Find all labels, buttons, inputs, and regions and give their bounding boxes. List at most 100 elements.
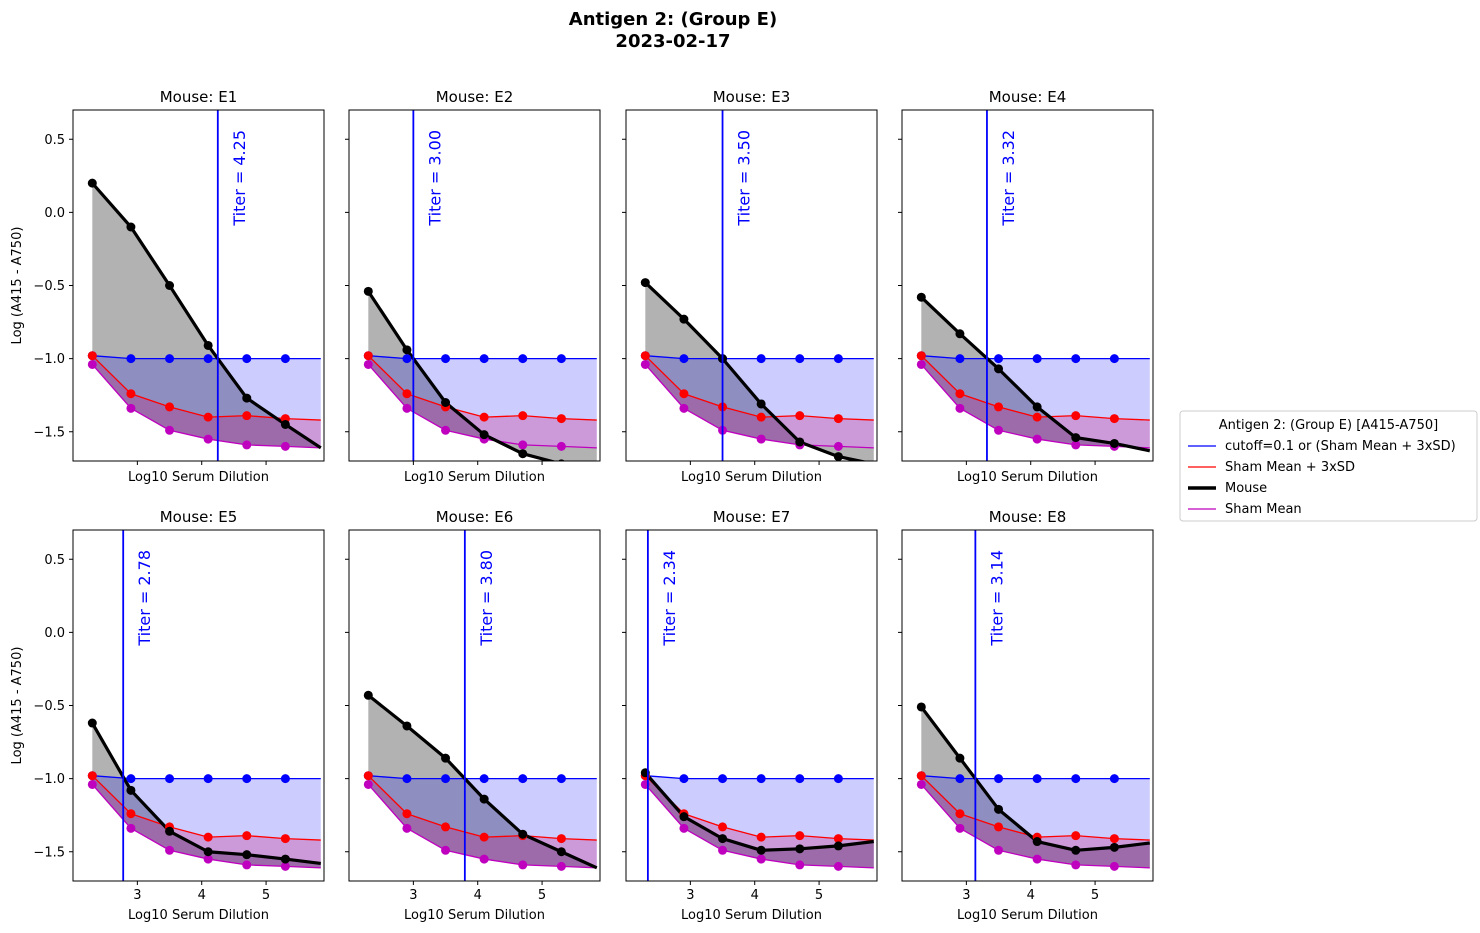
mouse-point	[363, 690, 373, 700]
cutoff-point	[242, 354, 252, 364]
sham-fill	[92, 775, 321, 868]
sham-mean-point	[1071, 440, 1081, 450]
subplot-title: Mouse: E3	[713, 88, 791, 106]
cutoff-point	[280, 774, 290, 784]
sham-mean-point	[402, 403, 412, 413]
cutoff-point	[556, 354, 566, 364]
mouse-point	[441, 398, 451, 407]
legend-cutoff-label: cutoff=0.1 or (Sham Mean + 3xSD)	[1225, 439, 1456, 454]
sham-sd-point	[916, 771, 926, 781]
cutoff-fill	[368, 355, 597, 448]
sham-mean-point	[518, 440, 528, 450]
mouse-point	[126, 222, 136, 232]
figure-title-line1: Antigen 2: (Group E)	[569, 9, 777, 30]
mouse-point	[994, 804, 1004, 814]
legend-box	[1179, 410, 1478, 522]
sham-fill	[645, 775, 874, 868]
mouse-point	[1071, 433, 1081, 443]
cutoff-fill	[368, 775, 597, 868]
sham-mean-point	[402, 823, 412, 833]
cutoff-point	[126, 354, 136, 364]
y-tick-label: −0.5	[33, 699, 65, 714]
mouse-point	[833, 452, 843, 461]
x-axis-label: Log10 Serum Dilution	[681, 470, 822, 485]
sham-mean-point	[679, 403, 689, 413]
sham-sd-point	[441, 822, 451, 832]
cutoff-point	[1032, 774, 1042, 784]
plot-area	[363, 110, 597, 461]
cutoff-point	[165, 354, 175, 364]
cutoff-point	[679, 354, 689, 364]
sham-mean-point	[1071, 860, 1081, 870]
mouse-point	[1032, 837, 1042, 847]
cutoff-point	[441, 354, 451, 364]
subplot-3: Titer = 3.50 Mouse: E3 Log10 Serum Dilutio…	[622, 88, 878, 485]
legend-title: Antigen 2: (Group E) [A415-A750]	[1219, 418, 1438, 433]
cutoff-point	[280, 354, 290, 364]
x-tick-label: 4	[474, 888, 482, 903]
mouse-point	[1071, 845, 1081, 855]
sham-mean-point	[87, 359, 97, 369]
sham-sd-point	[556, 414, 566, 424]
sham-mean-point	[280, 861, 290, 871]
sham-mean-point	[955, 823, 965, 833]
sham-sd-point	[994, 822, 1004, 832]
mouse-point	[718, 834, 728, 844]
x-axis-label: Log10 Serum Dilution	[404, 908, 545, 923]
x-axis-label: Log10 Serum Dilution	[681, 908, 822, 923]
cutoff-point	[441, 774, 451, 784]
sham-sd-point	[556, 834, 566, 844]
y-axis-label: Log (A415 - A750)	[10, 227, 25, 345]
sham-sd-point	[679, 389, 689, 399]
sham-mean-point	[955, 403, 965, 413]
sham-sd-point	[640, 351, 650, 361]
mouse-point	[280, 854, 290, 864]
x-axis-label: Log10 Serum Dilution	[957, 470, 1098, 485]
sham-fill	[921, 775, 1150, 868]
cutoff-point	[833, 354, 843, 364]
sham-mean-point	[994, 425, 1004, 435]
mouse-fill	[645, 282, 874, 461]
sham-mean-point	[994, 845, 1004, 855]
sham-sd-point	[1032, 412, 1042, 422]
cutoff-point	[1071, 774, 1081, 784]
cutoff-point	[795, 354, 805, 364]
sham-sd-point	[363, 771, 373, 781]
mouse-point	[679, 314, 689, 324]
sham-mean-point	[242, 440, 252, 450]
cutoff-fill	[92, 775, 321, 868]
mouse-point	[518, 829, 528, 839]
plot-area	[363, 530, 598, 881]
cutoff-point	[718, 774, 728, 784]
mouse-fill	[921, 297, 1150, 451]
sham-sd-point	[126, 389, 136, 399]
cutoff-point	[1032, 354, 1042, 364]
subplot-4: Titer = 3.32 Mouse: E4 Log10 Serum Dilutio…	[898, 88, 1154, 485]
mouse-point	[756, 845, 766, 855]
cutoff-point	[479, 354, 489, 364]
subplot-7: Titer = 2.34 Mouse: E7 3 4 5 Log10 Serum Dilu…	[622, 508, 878, 923]
sham-mean-point	[1032, 854, 1042, 864]
sham-mean-point	[363, 779, 373, 789]
subplot-title: Mouse: E1	[160, 88, 238, 106]
plot-area	[916, 110, 1151, 461]
sham-sd-point	[833, 414, 843, 424]
subplot-title: Mouse: E2	[436, 88, 514, 106]
sham-sd-point	[718, 822, 728, 832]
sham-fill	[921, 355, 1150, 448]
x-tick-label: 3	[133, 888, 141, 903]
mouse-point	[441, 753, 451, 763]
x-tick-label: 5	[538, 888, 546, 903]
sham-fill	[645, 355, 874, 448]
x-axis-label: Log10 Serum Dilution	[957, 908, 1098, 923]
sham-mean-point	[833, 441, 843, 451]
sham-mean-point	[203, 434, 213, 444]
subplot-title: Mouse: E6	[436, 508, 514, 526]
sham-sd-point	[242, 411, 252, 421]
sham-fill	[368, 775, 597, 868]
cutoff-point	[242, 774, 252, 784]
sham-sd-point	[1071, 411, 1081, 421]
x-axis-label: Log10 Serum Dilution	[404, 470, 545, 485]
y-axis-label: Log (A415 - A750)	[10, 647, 25, 765]
titer-label: Titer = 3.14	[987, 550, 1006, 647]
